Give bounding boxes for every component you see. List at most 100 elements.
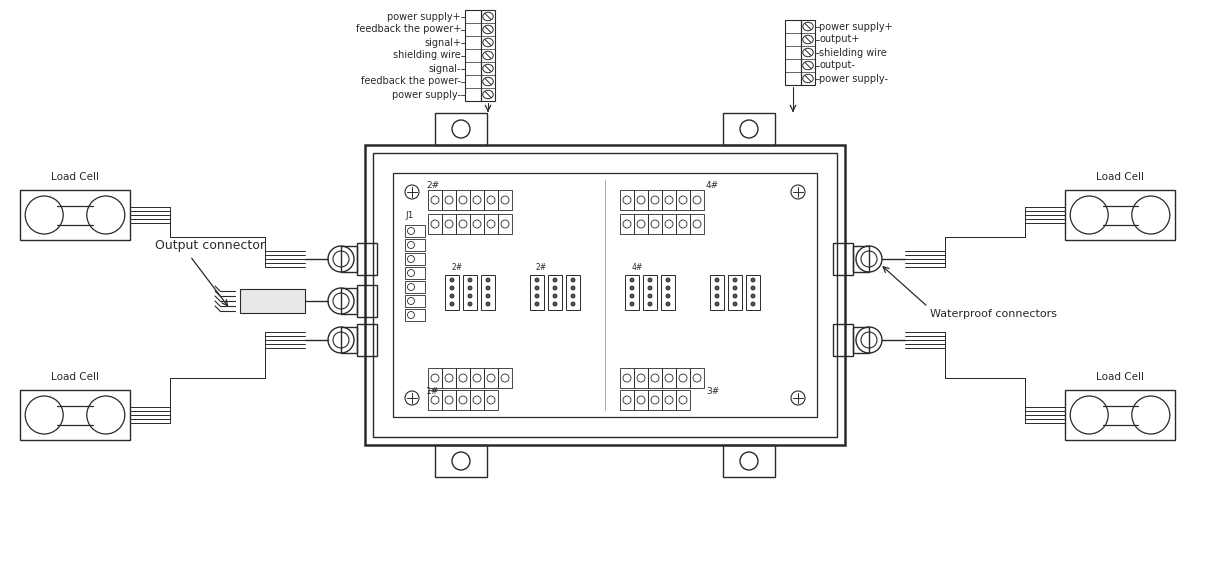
Text: feedback the power+: feedback the power+ xyxy=(355,25,461,34)
Bar xyxy=(442,214,455,234)
Circle shape xyxy=(535,294,539,298)
Circle shape xyxy=(451,286,454,290)
Bar xyxy=(620,190,634,210)
Bar xyxy=(373,153,837,437)
Bar xyxy=(1065,190,1175,240)
Bar xyxy=(484,190,498,210)
Bar xyxy=(647,190,662,210)
Text: power supply-: power supply- xyxy=(393,89,461,99)
Bar xyxy=(455,214,470,234)
Circle shape xyxy=(751,294,755,298)
Bar xyxy=(358,243,377,275)
Circle shape xyxy=(486,286,490,290)
Bar xyxy=(470,390,484,410)
Bar xyxy=(393,173,817,417)
Bar xyxy=(428,390,442,410)
Bar xyxy=(455,190,470,210)
Circle shape xyxy=(751,278,755,282)
Bar xyxy=(647,368,662,388)
Text: 4#: 4# xyxy=(705,180,719,189)
Circle shape xyxy=(467,294,472,298)
Bar xyxy=(21,390,130,440)
Bar xyxy=(785,20,801,85)
Bar xyxy=(676,190,690,210)
Circle shape xyxy=(451,294,454,298)
Bar xyxy=(548,275,562,310)
Circle shape xyxy=(647,294,652,298)
Bar xyxy=(405,253,425,265)
Bar xyxy=(405,295,425,307)
Bar xyxy=(662,368,676,388)
Bar xyxy=(498,190,512,210)
Text: output+: output+ xyxy=(819,34,859,44)
Bar xyxy=(465,10,481,101)
Text: power supply-: power supply- xyxy=(819,74,888,84)
Circle shape xyxy=(486,302,490,306)
Text: signal-: signal- xyxy=(429,64,461,74)
Circle shape xyxy=(571,286,575,290)
Bar xyxy=(662,190,676,210)
Bar xyxy=(634,214,647,234)
Bar xyxy=(442,368,455,388)
Bar xyxy=(620,214,634,234)
Bar xyxy=(834,243,853,275)
Circle shape xyxy=(631,294,634,298)
Bar xyxy=(428,368,442,388)
Bar xyxy=(724,113,776,145)
Circle shape xyxy=(535,286,539,290)
Circle shape xyxy=(553,302,557,306)
Text: 3#: 3# xyxy=(705,388,719,397)
Bar xyxy=(365,145,846,445)
Circle shape xyxy=(715,302,719,306)
Text: power supply+: power supply+ xyxy=(388,11,461,21)
Circle shape xyxy=(751,286,755,290)
Bar xyxy=(435,445,487,477)
Text: feedback the power-: feedback the power- xyxy=(361,76,461,87)
Bar xyxy=(481,275,495,310)
Bar xyxy=(853,327,869,353)
Bar xyxy=(341,327,358,353)
Text: Waterproof connectors: Waterproof connectors xyxy=(930,309,1057,319)
Bar xyxy=(676,390,690,410)
Bar xyxy=(470,214,484,234)
Bar xyxy=(470,368,484,388)
Circle shape xyxy=(631,278,634,282)
Bar xyxy=(442,190,455,210)
Bar xyxy=(1065,390,1175,440)
Bar xyxy=(405,309,425,321)
Bar xyxy=(625,275,639,310)
Bar xyxy=(634,190,647,210)
Bar xyxy=(620,368,634,388)
Bar xyxy=(661,275,675,310)
Circle shape xyxy=(451,302,454,306)
Bar xyxy=(405,239,425,251)
Text: J1: J1 xyxy=(405,211,413,220)
Circle shape xyxy=(647,278,652,282)
Bar xyxy=(690,368,704,388)
Circle shape xyxy=(715,294,719,298)
Bar xyxy=(455,368,470,388)
Bar xyxy=(481,10,495,101)
Bar xyxy=(643,275,657,310)
Bar xyxy=(634,390,647,410)
Circle shape xyxy=(571,294,575,298)
Text: signal+: signal+ xyxy=(424,38,461,48)
Circle shape xyxy=(647,286,652,290)
Bar xyxy=(634,368,647,388)
Circle shape xyxy=(553,294,557,298)
Circle shape xyxy=(647,302,652,306)
Bar xyxy=(498,214,512,234)
Bar xyxy=(405,281,425,293)
Bar xyxy=(428,190,442,210)
Text: 2#: 2# xyxy=(452,262,463,271)
Bar xyxy=(647,214,662,234)
Bar xyxy=(853,246,869,272)
Circle shape xyxy=(733,294,737,298)
Circle shape xyxy=(733,302,737,306)
Bar xyxy=(620,390,634,410)
Bar xyxy=(484,368,498,388)
Bar xyxy=(662,390,676,410)
Text: output-: output- xyxy=(819,61,855,70)
Bar xyxy=(405,225,425,237)
Bar xyxy=(358,285,377,317)
